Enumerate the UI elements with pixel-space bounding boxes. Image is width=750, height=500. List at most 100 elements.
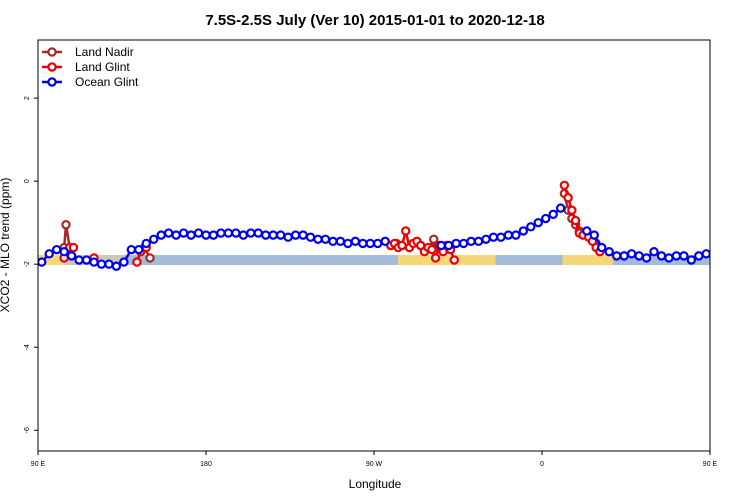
data-point-ocean-glint (611, 251, 622, 261)
band-segment-land (562, 255, 613, 266)
data-point-ocean-glint (208, 230, 219, 240)
data-point-ocean-glint (548, 209, 558, 220)
legend-item-land-glint: Land Glint (42, 60, 130, 74)
y-tick-label: 0 (24, 179, 31, 183)
x-tick-label: 90 E (31, 461, 46, 468)
data-point-ocean-glint (89, 257, 99, 267)
data-point-ocean-glint (518, 226, 529, 236)
data-point-ocean-glint (634, 251, 644, 261)
data-point-ocean-glint (171, 230, 181, 240)
y-axis-label: XCO2 - MLO trend (ppm) (0, 178, 12, 313)
data-point-ocean-glint (44, 249, 54, 259)
data-point-ocean-glint (216, 228, 226, 238)
data-point-ocean-glint (488, 232, 499, 242)
data-point-ocean-glint (481, 234, 491, 244)
data-point-ocean-glint (141, 238, 151, 249)
data-point-ocean-glint (253, 228, 263, 238)
legend-label-land-glint: Land Glint (75, 60, 130, 74)
data-point-ocean-glint (466, 236, 476, 247)
data-point-ocean-glint (134, 244, 144, 255)
data-point-ocean-glint (149, 234, 159, 244)
data-point-ocean-glint (373, 238, 383, 249)
data-point-land-glint (430, 253, 441, 263)
data-point-ocean-glint (701, 249, 710, 259)
data-point-ocean-glint (275, 230, 286, 240)
data-point-ocean-glint (555, 203, 566, 213)
band-segment-land (38, 255, 63, 266)
data-point-ocean-glint (328, 236, 338, 247)
data-point-ocean-glint (163, 228, 174, 238)
data-point-ocean-glint (694, 251, 704, 261)
data-point-ocean-glint (533, 217, 543, 228)
data-point-ocean-glint (589, 230, 599, 240)
data-point-land-glint (570, 215, 581, 226)
data-point-land-nadir (145, 253, 155, 263)
y-tick-label: -2 (24, 261, 31, 267)
data-point-ocean-glint (313, 234, 323, 244)
data-point-ocean-glint (74, 255, 84, 265)
data-point-ocean-glint (66, 251, 77, 261)
data-point-ocean-glint (193, 228, 204, 238)
data-point-land-glint (567, 205, 577, 215)
chart-title: 7.5S-2.5S July (Ver 10) 2015-01-01 to 20… (205, 12, 544, 29)
data-point-ocean-glint (343, 238, 353, 249)
data-point-ocean-glint (238, 230, 249, 240)
data-point-ocean-glint (156, 230, 166, 240)
data-point-land-glint (132, 257, 142, 267)
data-point-land-glint (397, 240, 407, 251)
data-point-ocean-glint (582, 226, 592, 236)
data-point-ocean-glint (626, 249, 637, 259)
data-point-ocean-glint (231, 228, 241, 238)
data-point-ocean-glint (320, 234, 331, 244)
data-point-ocean-glint (350, 236, 361, 247)
data-point-ocean-glint (664, 253, 674, 263)
data-point-ocean-glint (451, 238, 461, 249)
data-point-ocean-glint (126, 244, 137, 255)
data-point-land-glint (68, 242, 79, 253)
data-point-ocean-glint (298, 230, 308, 240)
y-tick-label: -4 (24, 344, 31, 350)
data-point-ocean-glint (686, 255, 697, 265)
data-point-ocean-glint (104, 259, 114, 269)
legend-item-land-nadir: Land Nadir (42, 45, 134, 59)
legend-marker-ocean-glint (47, 77, 57, 87)
data-point-ocean-glint (290, 230, 301, 240)
data-point-ocean-glint (201, 230, 211, 240)
data-point-land-glint (449, 255, 459, 265)
y-tick-label: 2 (24, 96, 31, 100)
legend-item-ocean-glint: Ocean Glint (42, 75, 139, 89)
band-segment-ocean (495, 255, 563, 266)
x-tick-label: 180 (200, 461, 212, 468)
legend-label-ocean-glint: Ocean Glint (75, 75, 139, 89)
data-point-ocean-glint (380, 236, 390, 247)
data-point-ocean-glint (119, 257, 129, 267)
data-point-ocean-glint (597, 242, 607, 253)
data-point-ocean-glint (96, 259, 107, 269)
data-point-ocean-glint (38, 257, 47, 267)
data-point-ocean-glint (178, 228, 189, 238)
data-point-ocean-glint (246, 228, 256, 238)
data-point-ocean-glint (496, 232, 506, 242)
x-axis-label: Longitude (349, 477, 402, 491)
data-point-ocean-glint (81, 255, 92, 265)
data-point-ocean-glint (473, 236, 484, 247)
legend-marker-land-nadir (47, 47, 57, 57)
data-point-ocean-glint (619, 251, 629, 261)
data-point-ocean-glint (458, 238, 469, 249)
data-point-ocean-glint (268, 230, 278, 240)
data-point-ocean-glint (436, 240, 446, 251)
data-point-ocean-glint (526, 222, 536, 232)
data-point-ocean-glint (365, 238, 375, 249)
data-point-ocean-glint (51, 244, 62, 255)
data-point-ocean-glint (443, 240, 454, 251)
x-tick-label: 90 E (703, 461, 718, 468)
data-point-ocean-glint (503, 230, 514, 240)
data-point-ocean-glint (283, 232, 293, 242)
data-point-ocean-glint (305, 232, 316, 242)
data-point-ocean-glint (511, 230, 521, 240)
legend-label-land-nadir: Land Nadir (75, 45, 134, 59)
series-land-glint (59, 180, 605, 267)
